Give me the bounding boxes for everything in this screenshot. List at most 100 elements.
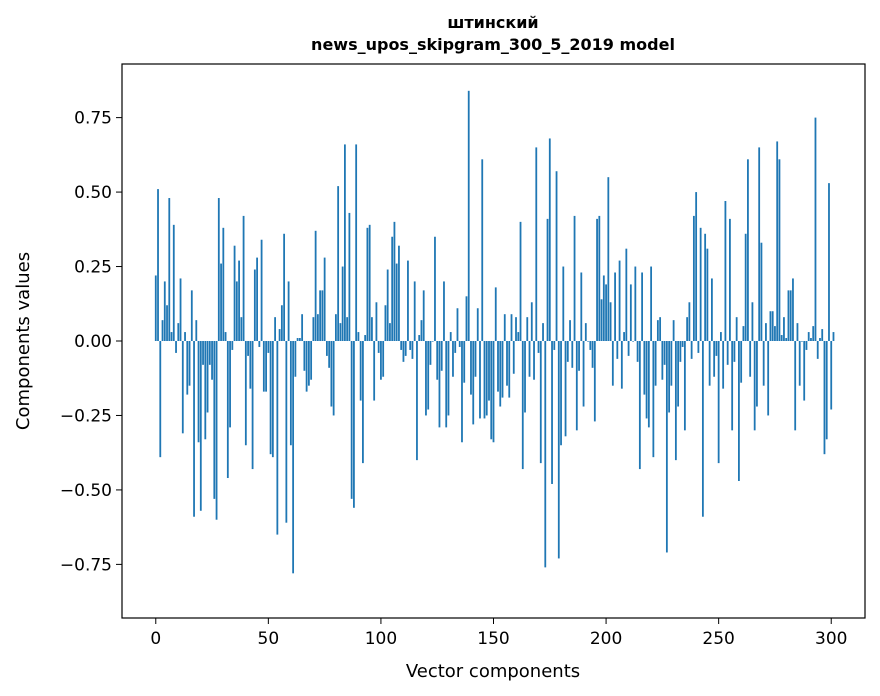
x-tick-label: 300 xyxy=(815,629,847,649)
bar xyxy=(713,341,716,377)
bar xyxy=(720,332,722,341)
bar xyxy=(807,332,810,341)
bar xyxy=(526,317,529,341)
bar xyxy=(724,201,727,341)
bar xyxy=(544,341,547,568)
plot-frame xyxy=(121,63,866,619)
bar xyxy=(740,341,743,383)
bar xyxy=(771,311,774,341)
bar xyxy=(341,266,344,341)
bar xyxy=(490,341,493,440)
bar xyxy=(551,341,553,484)
bar xyxy=(458,341,461,347)
bar xyxy=(663,341,666,365)
bar xyxy=(456,308,459,341)
bar xyxy=(422,290,425,341)
y-tick-label: 0.50 xyxy=(74,183,112,203)
bar xyxy=(461,341,463,443)
bar xyxy=(767,341,770,416)
bar xyxy=(229,341,231,428)
y-tick-label: 0.25 xyxy=(74,258,112,278)
bar xyxy=(249,341,252,389)
bar xyxy=(337,186,340,341)
bar xyxy=(686,317,689,341)
bar xyxy=(652,341,655,458)
bar xyxy=(211,341,213,380)
bar xyxy=(244,341,247,446)
bar xyxy=(328,341,331,368)
bar xyxy=(533,341,535,380)
bar xyxy=(492,341,495,443)
bar xyxy=(557,341,560,559)
bar xyxy=(319,290,322,341)
bar xyxy=(409,341,412,350)
bar xyxy=(674,341,677,461)
bar xyxy=(260,239,263,341)
bar xyxy=(641,272,643,341)
bar xyxy=(670,341,673,386)
bar xyxy=(816,341,819,359)
y-axis-label: Components values xyxy=(13,252,34,430)
bar xyxy=(314,230,317,341)
bar xyxy=(683,341,686,431)
bar xyxy=(634,266,637,341)
bar xyxy=(170,332,173,341)
bar xyxy=(393,221,396,341)
bar xyxy=(186,341,189,395)
bar xyxy=(325,341,328,356)
bar xyxy=(611,341,614,386)
bar xyxy=(605,284,607,341)
bar xyxy=(364,335,367,341)
bar xyxy=(656,320,659,341)
bar xyxy=(289,341,292,446)
bar xyxy=(647,341,650,428)
bar xyxy=(539,341,542,464)
bar xyxy=(161,320,164,341)
bar xyxy=(481,159,484,341)
bar xyxy=(166,305,168,341)
bar xyxy=(747,159,749,341)
bar xyxy=(575,341,578,431)
bar xyxy=(436,341,439,380)
bar xyxy=(159,341,162,458)
bar xyxy=(488,341,490,401)
bar xyxy=(233,245,236,341)
bar xyxy=(733,341,736,362)
bar xyxy=(213,341,216,499)
bar xyxy=(623,332,625,341)
bar xyxy=(463,341,466,383)
bar xyxy=(262,341,265,392)
bar xyxy=(280,305,283,341)
bar xyxy=(580,272,583,341)
bar xyxy=(810,338,812,341)
bar xyxy=(235,281,238,341)
bar xyxy=(499,341,502,407)
x-tick-label: 250 xyxy=(702,629,734,649)
bar xyxy=(285,341,288,523)
bar xyxy=(231,341,234,350)
bar xyxy=(629,284,632,341)
bar xyxy=(560,341,562,446)
bar xyxy=(632,341,634,342)
bar xyxy=(708,341,711,386)
bar xyxy=(578,341,580,371)
bar xyxy=(744,233,747,341)
bar xyxy=(794,341,797,431)
bar xyxy=(497,341,499,392)
bar xyxy=(823,341,826,455)
bar xyxy=(168,198,171,341)
bar xyxy=(188,341,191,386)
bar xyxy=(253,269,256,341)
bar xyxy=(692,215,695,341)
bar xyxy=(301,314,304,341)
bar xyxy=(553,341,556,350)
bar xyxy=(258,341,261,347)
bar xyxy=(821,329,824,341)
bar xyxy=(668,341,671,413)
bar xyxy=(193,341,195,517)
bar xyxy=(179,278,182,341)
bar xyxy=(535,147,538,341)
bar xyxy=(765,323,767,341)
bar xyxy=(177,323,180,341)
bar xyxy=(316,314,319,341)
